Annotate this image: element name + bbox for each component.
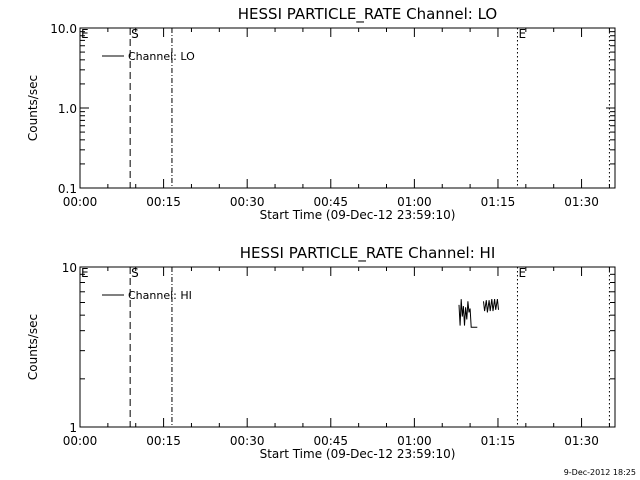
y-tick-label: 0.1 <box>58 182 77 196</box>
footer-timestamp: 9-Dec-2012 18:25 <box>564 468 636 477</box>
x-tick-label: 01:00 <box>397 434 432 448</box>
x-tick-label: 00:15 <box>146 195 181 209</box>
event-marker-label: E <box>518 27 526 41</box>
event-marker-label: S <box>131 27 139 41</box>
data-series-line <box>458 299 478 328</box>
x-tick-label: 00:30 <box>230 195 265 209</box>
plot-frame <box>79 266 616 428</box>
data-series-line <box>483 299 499 313</box>
x-tick-label: 01:15 <box>481 195 516 209</box>
y-axis-label: Counts/sec <box>26 75 40 141</box>
y-axis-label: Counts/sec <box>26 314 40 380</box>
event-marker-label: S <box>131 266 139 280</box>
y-tick-label: 10.0 <box>50 22 77 36</box>
legend-entry: Channel: LO <box>128 50 195 63</box>
chart-title: HESSI PARTICLE_RATE Channel: LO <box>238 5 497 24</box>
x-tick-label: 01:30 <box>564 195 599 209</box>
chart-panel-2: HESSI PARTICLE_RATE Channel: HI 00:00 00:1… <box>26 244 616 461</box>
x-tick-label: 00:45 <box>313 434 348 448</box>
x-tick-label: 00:45 <box>313 195 348 209</box>
x-tick-label: 00:00 <box>63 434 98 448</box>
x-axis-label: Start Time (09-Dec-12 23:59:10) <box>260 208 456 222</box>
x-tick-label: 00:15 <box>146 434 181 448</box>
legend-entry: Channel: HI <box>128 289 192 302</box>
event-marker-label: E <box>81 27 89 41</box>
y-tick-label: 1 <box>69 421 77 435</box>
y-tick-label: 1.0 <box>58 102 77 116</box>
x-tick-label: 01:15 <box>481 434 516 448</box>
x-tick-label: 01:00 <box>397 195 432 209</box>
event-marker-label: E <box>518 266 526 280</box>
event-marker-label: E <box>81 266 89 280</box>
x-tick-label: 01:30 <box>564 434 599 448</box>
x-tick-label: 00:30 <box>230 434 265 448</box>
x-axis-label: Start Time (09-Dec-12 23:59:10) <box>260 447 456 461</box>
y-tick-label: 10 <box>62 261 77 275</box>
chart-panel-1: HESSI PARTICLE_RATE Channel: LO 00:00 00:1… <box>26 5 616 222</box>
chart-title: HESSI PARTICLE_RATE Channel: HI <box>240 244 496 263</box>
x-tick-label: 00:00 <box>63 195 98 209</box>
